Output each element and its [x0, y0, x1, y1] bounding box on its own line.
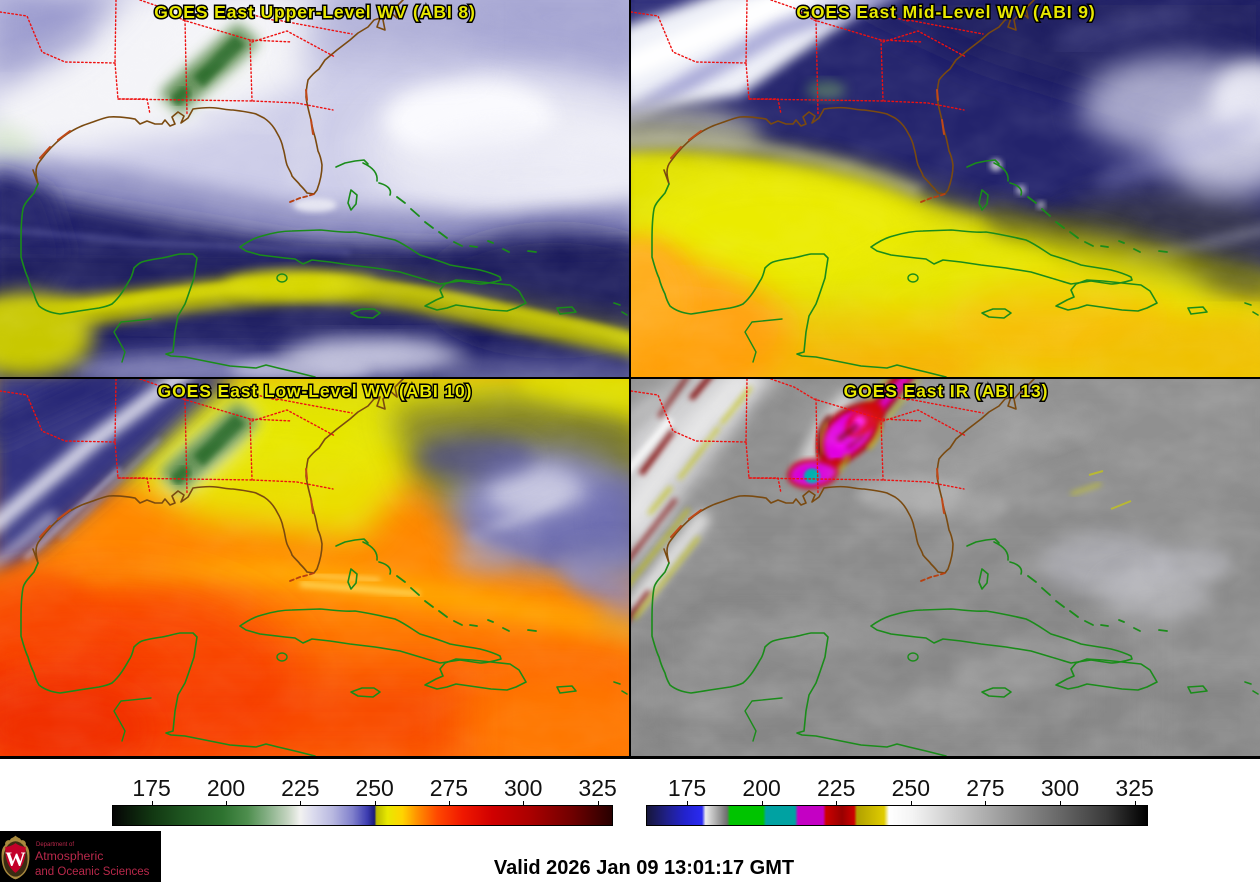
svg-text:Department of: Department of [36, 842, 74, 848]
svg-text:Atmospheric: Atmospheric [35, 849, 103, 863]
svg-text:W: W [5, 848, 26, 870]
svg-text:and Oceanic Sciences: and Oceanic Sciences [35, 866, 150, 878]
svg-text:GOES East Upper-Level WV (ABI: GOES East Upper-Level WV (ABI 8) [154, 2, 476, 22]
svg-text:GOES East Mid-Level WV (ABI 9): GOES East Mid-Level WV (ABI 9) [796, 2, 1095, 22]
svg-text:GOES East Low-Level WV (ABI 10: GOES East Low-Level WV (ABI 10) [158, 381, 473, 401]
svg-text:GOES East IR (ABI 13): GOES East IR (ABI 13) [844, 381, 1049, 401]
